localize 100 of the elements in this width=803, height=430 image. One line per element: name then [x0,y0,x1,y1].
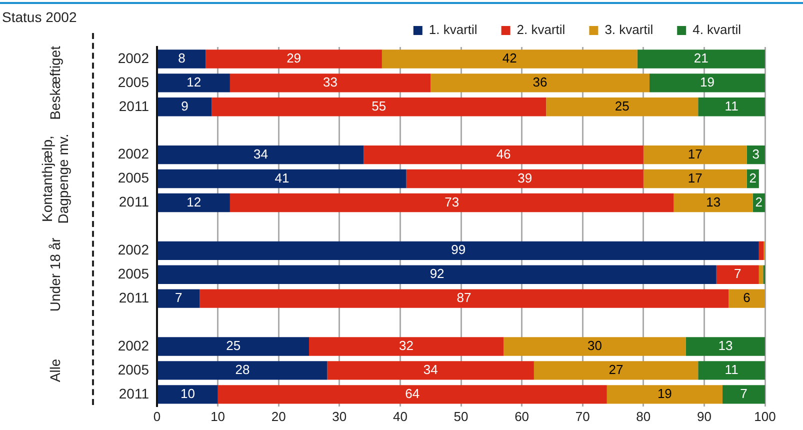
bar [200,289,729,308]
bar [606,385,722,404]
y-tick-label: 2011 [118,289,150,306]
data-label: 32 [399,338,414,354]
legend-label: 1. kvartil [428,22,478,38]
data-label: 2 [749,170,756,186]
y-tick-label: 2005 [118,265,150,282]
bar [206,50,382,68]
bar [158,241,759,260]
data-label: 33 [323,74,338,90]
data-label: 19 [657,386,672,401]
bar [158,385,218,404]
x-tick-label: 60 [514,408,530,424]
data-label: 42 [502,50,517,66]
x-tick-label: 10 [210,408,226,424]
bar [546,98,698,116]
bar [230,193,674,212]
data-label: 8 [178,50,186,66]
x-tick-label: 50 [454,408,468,424]
y-tick-label: 2011 [118,385,150,402]
text: Under 18 år [46,237,63,312]
bar [158,193,230,212]
legend-label: 2. kvartil [516,22,566,38]
x-tick-label: 0 [153,408,161,424]
data-label: 55 [372,98,386,114]
data-label: 41 [274,170,290,186]
bar [230,74,431,92]
data-label: 11 [724,98,738,114]
legend-label: 3. kvartil [604,22,654,38]
bar [382,50,638,68]
data-label: 12 [186,194,202,210]
bar [158,265,716,284]
y-tick-label: 2005 [118,170,150,186]
bar [643,169,747,188]
bar [649,74,765,92]
x-tick-label: 30 [332,408,347,424]
y-tick-label: 2002 [118,337,150,354]
bar [728,289,765,308]
y-tick-label: 2005 [118,361,150,378]
bar [716,265,759,284]
bar [327,361,534,380]
x-tick-label: 80 [636,408,651,424]
data-label: 13 [706,194,721,210]
bar [158,74,230,92]
data-label: 17 [688,170,702,186]
bar [504,337,686,356]
x-tick-label: 70 [575,408,590,424]
data-label: 21 [694,50,708,66]
data-label: 36 [532,74,548,90]
bar [158,337,309,356]
data-label: 6 [743,290,750,306]
data-label: 28 [235,362,250,378]
data-label: 92 [430,266,444,282]
data-label: 25 [614,98,630,114]
data-label: 7 [740,386,748,401]
bar [158,289,200,308]
bar [722,385,765,404]
y-tick-label: 2002 [118,146,150,162]
data-label: 99 [451,242,466,258]
y-tick-label: 2011 [118,98,150,114]
data-label: 27 [608,362,624,378]
data-label: 25 [226,338,241,354]
legend-label: 4. kvartil [692,22,742,38]
bar [534,361,698,380]
bar [309,337,504,356]
y-tick-label: 2011 [118,194,150,210]
data-label: 46 [496,146,511,162]
x-tick-label: 100 [754,408,776,424]
data-label: 10 [180,386,196,401]
bar [430,74,650,92]
bar [674,193,753,212]
y-axis-title: Status 2002 [2,8,77,25]
data-label: 87 [456,290,472,306]
data-label: 39 [518,170,532,186]
y-tick-label: 2002 [118,50,150,66]
data-label: 34 [254,146,268,162]
data-label: 7 [734,266,742,282]
bar [158,169,406,188]
bar [758,265,764,284]
data-label: 73 [444,194,460,210]
bar [686,337,765,356]
bar [643,145,747,164]
data-label: 2 [755,194,763,210]
bar [406,169,644,188]
data-label: 34 [423,362,438,378]
data-label: 3 [752,146,760,162]
bar [158,145,364,164]
data-label: 11 [724,362,738,378]
bar [698,98,765,116]
x-tick-label: 20 [271,408,286,424]
bar [158,361,328,380]
data-label: 9 [181,98,188,114]
bar [218,385,607,404]
text: Kontanthjælp, Dagpenge mv. [38,134,71,224]
bar [698,361,765,380]
bar [364,145,644,164]
bar [158,50,206,68]
data-label: 64 [405,386,420,401]
data-label: 13 [718,338,733,354]
bar [158,98,212,116]
